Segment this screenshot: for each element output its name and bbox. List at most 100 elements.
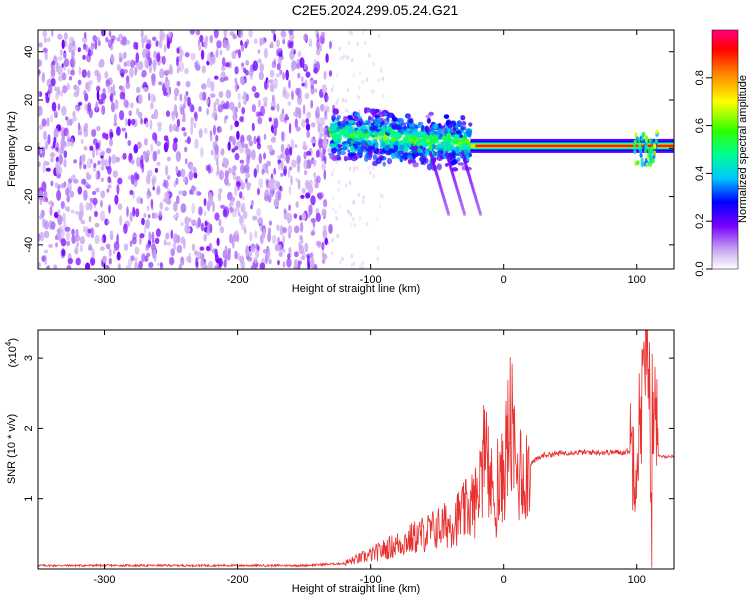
heatmap-cell [335,133,340,139]
heatmap-cell [302,104,306,115]
heatmap-cell [332,207,335,212]
heatmap-cell [108,39,112,49]
heatmap-cell [647,152,651,158]
heatmap-cell [38,233,41,242]
heatmap-cell [109,230,114,241]
heatmap-cell [277,190,282,201]
heatmap-cell [310,99,314,109]
heatmap-cell [431,144,436,149]
heatmap-cell [210,149,214,156]
y-tick-label: -40 [23,237,35,253]
snr-y-label: SNR (10 * v/v) [6,414,18,484]
heatmap-cell [339,260,342,265]
heatmap-cell [231,50,237,60]
heatmap-cell [258,153,262,165]
heatmap-cell [349,212,352,217]
heatmap-cell [39,212,43,218]
heatmap-cell [195,64,201,71]
heatmap-cell [397,117,404,124]
heatmap-cell [391,152,395,160]
heatmap-cell [158,81,163,86]
heatmap-cell [428,111,434,116]
heatmap-cell [51,30,54,37]
heatmap-cell [294,251,299,258]
heatmap-cell [184,52,190,58]
heatmap-cell [51,60,56,66]
heatmap-cell [224,170,229,179]
heatmap-cell [283,208,287,214]
heatmap-cell [149,102,154,110]
heatmap-cell [92,197,98,205]
heatmap-cell [346,156,352,161]
heatmap-cell [62,212,66,223]
heatmap-cell [207,163,212,174]
heatmap-cell [95,187,100,193]
heatmap-cell [146,173,151,185]
heatmap-cell [218,169,224,181]
heatmap-cell [297,163,300,173]
heatmap-cell [113,113,117,124]
heatmap-cell [637,145,641,151]
heatmap-cell [163,44,167,53]
heatmap-cell [100,92,107,101]
heatmap-cell [314,88,318,93]
heatmap-cell [288,122,292,134]
heatmap-cell [251,85,257,92]
heatmap-cell [151,231,155,243]
heatmap-cell [215,134,219,142]
heatmap-cell [155,228,161,238]
heatmap-cell [203,210,207,217]
heatmap-cell [255,111,261,118]
heatmap-cell [339,150,346,155]
heatmap-cell [126,75,130,84]
heatmap-cell [142,48,147,59]
heatmap-cell [234,120,240,128]
heatmap-cell [295,177,299,183]
heatmap-cell [639,152,643,158]
heatmap-cell [321,208,327,218]
heatmap-cell [194,250,199,256]
heatmap-cell [55,242,58,248]
heatmap-cell [291,60,297,71]
spectrogram-frame [37,29,675,270]
heatmap-cell [198,206,203,216]
heatmap-cell [136,156,141,168]
x-tick-label: -100 [360,574,382,586]
heatmap-cell [48,84,53,95]
heatmap-cell [105,38,109,43]
heatmap-cell [311,139,317,144]
heatmap-cell [158,210,162,217]
heatmap-cell [362,195,365,200]
heatmap-cell [284,148,290,156]
heatmap-cell [282,235,286,246]
heatmap-cell [282,261,286,268]
heatmap-cell [645,135,649,141]
heatmap-cell [67,258,73,265]
heatmap-cell [139,233,145,239]
heatmap-cell [96,71,100,78]
heatmap-cell [127,258,133,267]
heatmap-cell [271,234,277,245]
heatmap-cell [113,121,118,127]
heatmap-cell [141,253,146,263]
heatmap-cell [123,69,128,74]
heatmap-cell [222,157,226,165]
heatmap-cell [173,214,177,219]
heatmap-cell [50,77,56,87]
colorbar-label: Normalized spectral amplitude [737,75,749,223]
heatmap-cell [145,219,151,230]
heatmap-cell [127,140,132,146]
heatmap-cell [174,95,178,101]
heatmap-cell [156,185,161,193]
heatmap-cell [378,204,382,209]
heatmap-cell [119,57,123,63]
heatmap-cell [276,224,280,231]
heatmap-cell [262,249,268,254]
heatmap-cell [446,120,450,127]
heatmap-cell [270,106,275,111]
heatmap-cell [87,184,92,189]
heatmap-cell [410,131,418,137]
heatmap-cell [337,97,340,102]
heatmap-cell [96,85,101,92]
heatmap-cell [107,176,111,183]
